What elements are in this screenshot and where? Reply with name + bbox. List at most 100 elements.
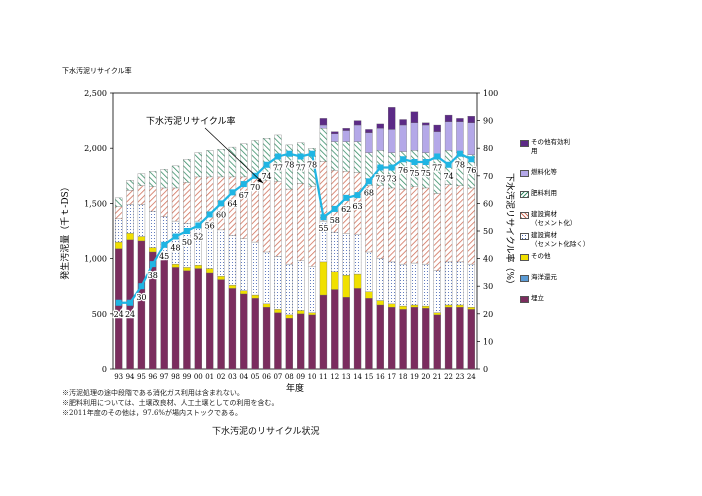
x-tick-label: 96 [148,373,157,381]
bar-other_effective [422,122,430,126]
rate-point [172,233,179,240]
x-tick-label: 99 [182,373,191,381]
bar-fertilizer [285,144,293,190]
note-1: ※汚泥処理の途中段階である消化ガス利用は含まれない。 [62,389,244,397]
bar-landfill [342,297,350,370]
chart-caption: 下水汚泥のリサイクル状況 [212,427,320,437]
bar-landfill [410,307,419,370]
legend-label: その他有効利 用 [531,138,570,155]
rate-point [149,261,156,268]
x-tick-label: 23 [455,373,464,381]
bar-construction_cement [456,185,464,263]
y2-tick-label: 20 [483,310,493,319]
bar-other [149,247,157,253]
y-tick-label: 0 [102,365,107,374]
bar-construction_cement [399,188,407,265]
bar-construction_cement [410,186,419,264]
x-tick-label: 94 [126,373,135,381]
rate-point [115,299,122,306]
y2-tick-label: 60 [483,199,493,208]
bar-construction_other [399,263,407,307]
bar-other [456,304,464,308]
rate-point [218,200,225,207]
bar-construction_cement [422,187,430,265]
bar-other_effective [376,123,384,129]
rate-data-label: 63 [352,202,362,211]
bar-construction_cement [388,187,396,263]
bar-construction_other [217,229,225,277]
bar-fertilizer [115,197,123,207]
legend-item-ocean: 海洋還元 [520,273,610,282]
bar-construction_other [262,251,271,305]
bar-fertilizer [206,150,214,178]
bar-landfill [308,314,316,370]
bar-construction_other [342,233,350,276]
rate-point [309,150,316,157]
x-tick-label: 03 [228,373,237,381]
y2-tick-label: 30 [483,282,493,291]
notes: ※汚泥処理の途中段階である消化ガス利用は含まれない。 ※肥料利用については、土壌… [62,388,278,418]
rate-data-label: 67 [239,191,249,200]
bar-other_effective [410,111,419,123]
bar-other [467,307,475,310]
y-axis-label: 発生汚泥量（千ｔ-DS） [59,182,71,279]
rate-data-label: 45 [159,252,169,261]
legend-label: 燃料化等 [531,168,557,176]
bar-other_effective [433,124,441,132]
legend-swatch [520,275,529,282]
legend-swatch [520,191,529,198]
x-tick-label: 24 [467,373,476,381]
bar-construction_cement [160,187,168,217]
bar-other [308,312,316,316]
x-tick-label: 95 [137,373,146,381]
bar-landfill [365,298,373,370]
bar-other [444,304,453,308]
bar-construction_other [251,241,259,296]
bar-fertilizer [262,138,271,181]
rate-data-label: 78 [307,161,317,170]
rate-data-label: 50 [182,238,192,247]
legend-item-fuel: 燃料化等 [520,168,610,177]
bar-other [183,267,191,271]
rate-point [377,164,384,171]
axis-labels: 05001,0001,5002,0002,5000102030405060708… [59,89,516,394]
bar-other [240,290,248,295]
x-tick-label: 00 [194,373,203,381]
x-tick-label: 04 [239,373,248,381]
bar-fuel [342,130,350,142]
bar-construction_cement [115,206,123,220]
bar-other [399,305,407,310]
bar-other [285,314,293,319]
legend-swatch [520,296,529,303]
y2-tick-label: 0 [483,365,488,374]
page-title: 下水汚泥リサイクル率 [62,67,132,75]
bar-other_effective [467,116,475,123]
y2-tick-label: 10 [483,337,493,346]
bar-other [365,291,373,299]
bar-other [217,276,225,280]
bar-construction_cement [376,185,384,259]
annotation-arrowhead [257,178,263,183]
bar-landfill [388,307,396,370]
bar-landfill [285,318,293,370]
bar-construction_other [422,263,430,307]
bar-construction_other [285,263,293,316]
rate-point [400,156,407,163]
bar-fertilizer [183,159,191,183]
bar-construction_other [331,231,339,272]
x-tick-label: 07 [273,373,282,381]
bar-other [228,284,237,289]
rate-point [127,299,134,306]
rate-point [161,241,168,248]
rate-data-label: 62 [341,205,351,214]
bar-fertilizer [331,141,339,171]
bar-construction_cement [285,188,293,265]
bar-other_effective [331,131,339,134]
bar-other_effective [353,120,362,126]
bar-construction_cement [274,181,282,257]
rate-point [195,222,202,229]
rate-data-label: 70 [250,183,260,192]
bar-other [274,309,282,313]
bar-construction_other [149,210,157,248]
